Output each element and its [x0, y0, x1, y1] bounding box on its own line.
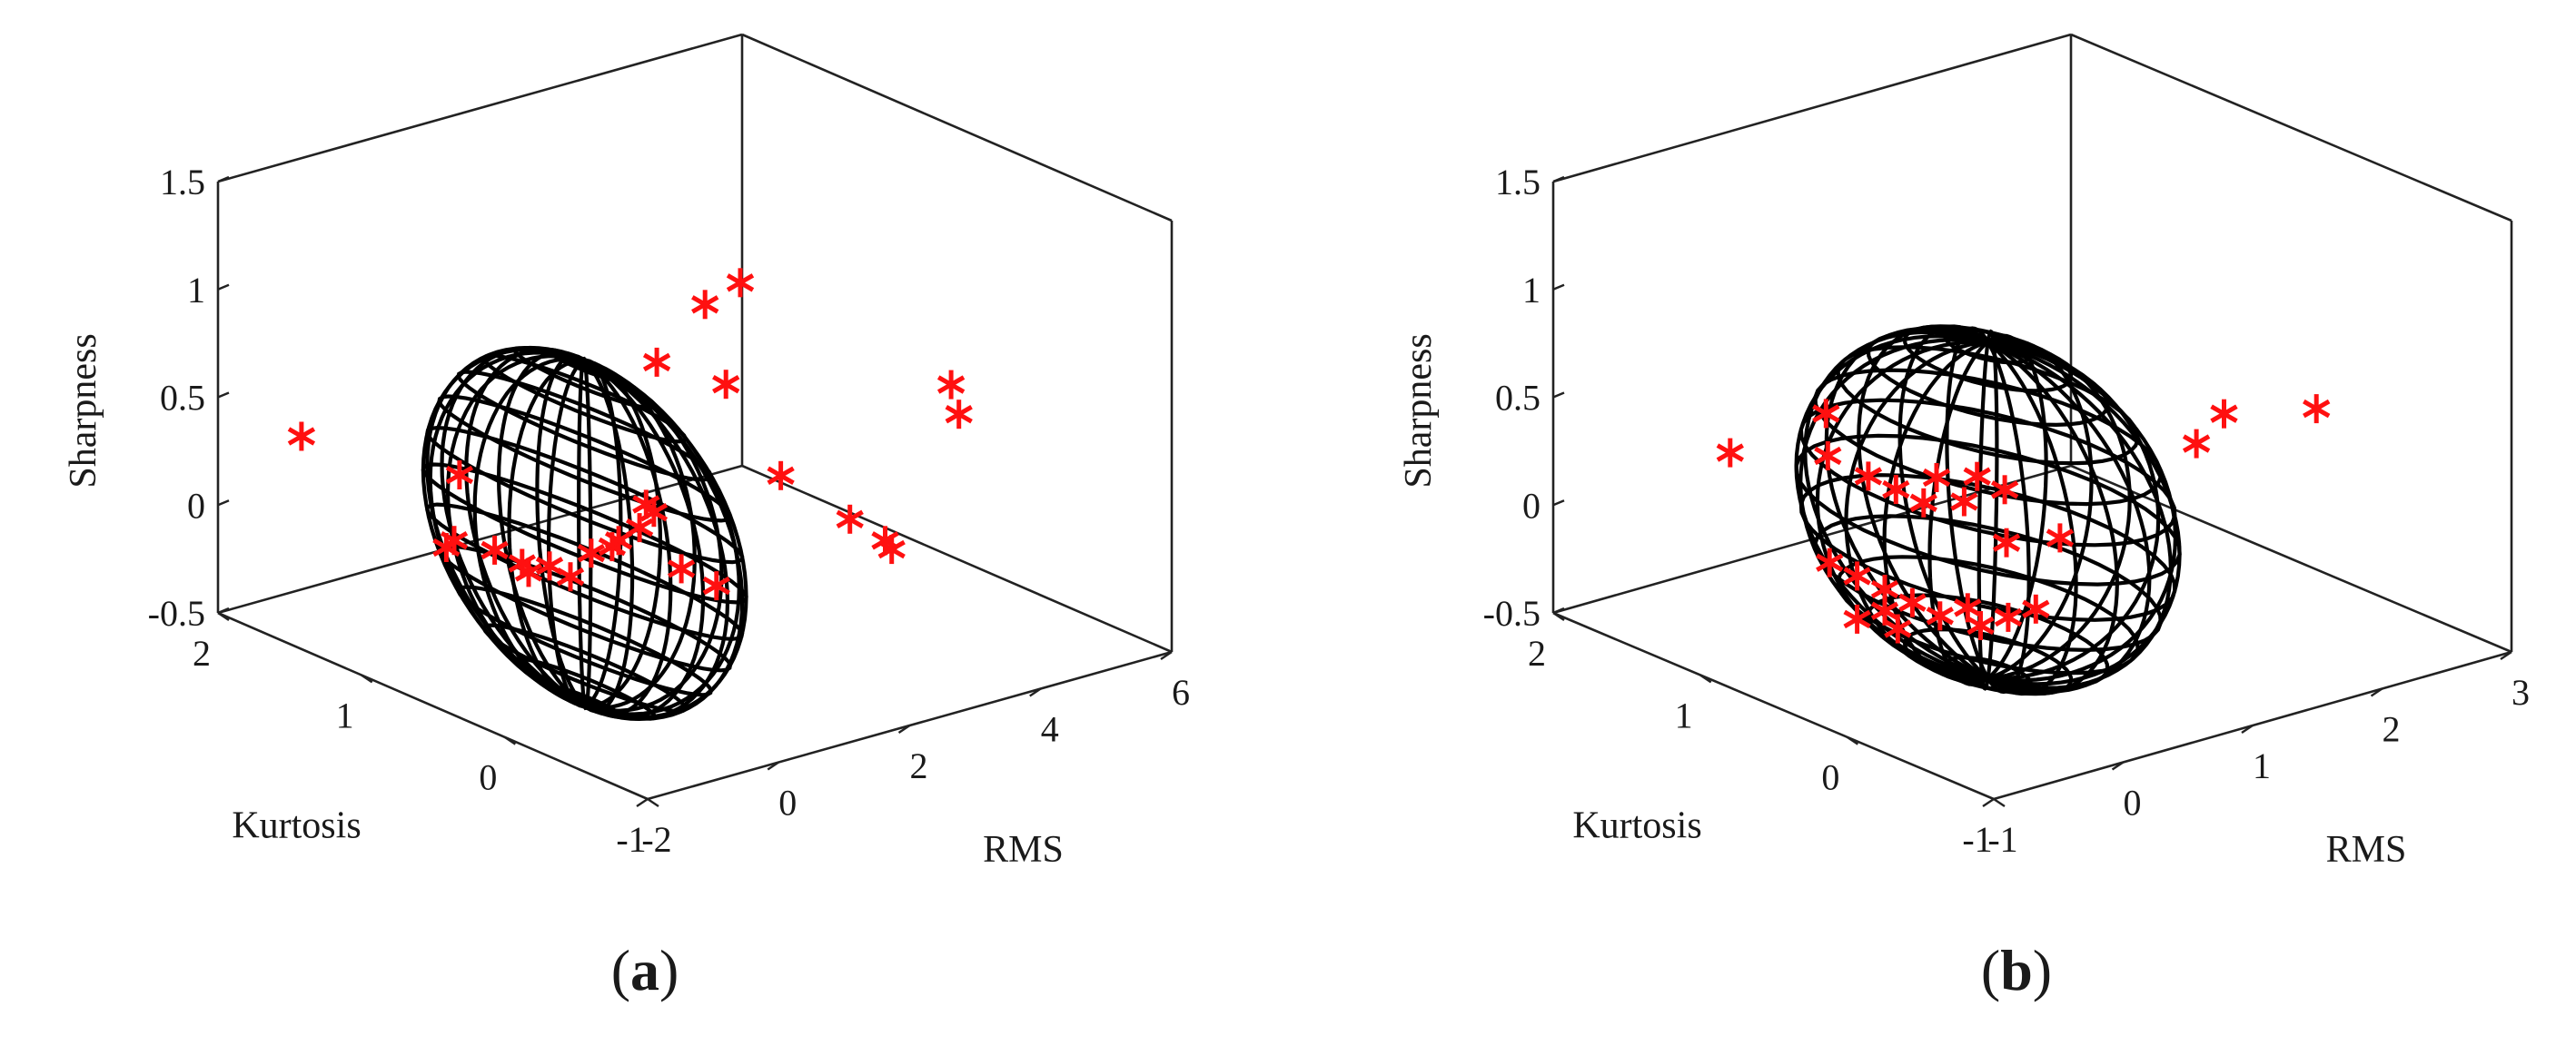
axis-labels: Sharpness Kurtosis RMS [63, 333, 1064, 871]
y-tick-label: -1 [1962, 819, 1992, 860]
y-tick-label: 1 [336, 695, 354, 735]
x-tick-label: -1 [1987, 819, 2017, 860]
x-axis-label: RMS [2326, 829, 2407, 871]
x-tick-label: 2 [2383, 709, 2401, 750]
data-point [712, 370, 740, 400]
z-tick-label: 1.5 [1495, 162, 1541, 202]
data-point [1990, 475, 2019, 505]
y-axis-label: Kurtosis [1572, 805, 1701, 847]
data-point [1814, 441, 1842, 470]
panel-b: -0.5 0 0.5 1 1.5 -1 0 1 2 -1 0 1 2 3 Sharpness Kurtosis… [1398, 33, 2530, 1002]
axis-box [216, 33, 1174, 801]
x-axis-label: RMS [983, 829, 1064, 871]
data-point [1909, 488, 1937, 518]
z-tick-label: 0 [187, 485, 205, 526]
data-point [2210, 399, 2238, 429]
y-axis-label: Kurtosis [232, 805, 361, 847]
data-point [514, 558, 543, 587]
data-point [767, 460, 795, 490]
data-point [2303, 394, 2331, 424]
tick-labels: -0.5 0 0.5 1 1.5 -1 0 1 2 -1 0 1 2 3 [1483, 162, 2530, 860]
x-tick-label: 0 [2124, 783, 2142, 824]
panel-a: -0.5 0 0.5 1 1.5 -1 0 1 2 -2 0 2 4 6 Sharpness Kurtosis… [63, 33, 1190, 1002]
x-tick-label: 4 [1041, 709, 1059, 750]
y-tick-label: 2 [1528, 633, 1546, 674]
y-tick-label: 2 [193, 633, 211, 674]
data-point [702, 571, 730, 601]
ellipsoid-wireframe [421, 345, 748, 722]
panel-label: (a) [611, 938, 679, 1002]
data-point [1967, 611, 1995, 640]
data-point [642, 347, 671, 377]
z-tick-label: 0.5 [1495, 378, 1541, 419]
z-axis-label: Sharpness [1398, 333, 1440, 488]
data-point [604, 526, 633, 556]
z-tick-label: -0.5 [148, 593, 205, 634]
data-point [481, 535, 509, 565]
data-point [1954, 593, 1982, 623]
x-tick-label: 6 [1172, 672, 1190, 713]
data-point [1854, 461, 1883, 491]
data-point [726, 268, 755, 298]
data-point [1950, 487, 1978, 517]
data-point [1716, 438, 1744, 468]
data-point [1992, 528, 2021, 558]
data-point [432, 533, 461, 562]
data-point [556, 562, 585, 592]
data-point [1963, 461, 1991, 491]
z-tick-label: -0.5 [1483, 593, 1541, 634]
z-tick-label: 1 [187, 270, 205, 311]
ellipsoid-wireframe [1794, 324, 2182, 696]
y-tick-label: -1 [616, 819, 646, 860]
data-point [2182, 429, 2211, 459]
y-tick-label: 0 [1821, 757, 1839, 798]
x-tick-label: -2 [641, 819, 671, 860]
data-point [691, 290, 719, 320]
z-tick-label: 0.5 [160, 378, 205, 419]
data-point [1843, 604, 1871, 634]
data-point [1922, 463, 1951, 492]
data-point [1882, 475, 1910, 505]
z-axis-label: Sharpness [63, 333, 104, 488]
x-tick-label: 2 [910, 745, 928, 786]
data-point [639, 498, 669, 528]
data-point [667, 554, 696, 584]
data-point [625, 513, 654, 543]
y-tick-label: 1 [1675, 695, 1693, 735]
x-tick-label: 3 [2512, 672, 2530, 713]
data-point [287, 421, 316, 451]
data-points [287, 268, 973, 601]
data-point [445, 460, 474, 489]
data-point [577, 538, 606, 568]
axis-labels: Sharpness Kurtosis RMS [1398, 333, 2406, 871]
y-tick-label: 0 [479, 757, 497, 798]
data-point [2022, 594, 2050, 624]
data-point [945, 400, 973, 429]
x-tick-label: 1 [2253, 745, 2271, 786]
data-points [1716, 394, 2331, 644]
data-point [836, 504, 864, 534]
x-tick-label: 0 [778, 783, 797, 824]
data-point [1898, 587, 1927, 617]
z-tick-label: 0 [1522, 485, 1541, 526]
panel-label: (b) [1981, 938, 2052, 1002]
data-point [1994, 602, 2023, 632]
data-point [936, 370, 966, 400]
tick-labels: -0.5 0 0.5 1 1.5 -1 0 1 2 -2 0 2 4 6 [148, 162, 1190, 860]
z-tick-label: 1.5 [160, 162, 205, 202]
data-point [2046, 523, 2075, 553]
data-point [1884, 614, 1912, 644]
data-point [1843, 561, 1871, 591]
data-point [1926, 601, 1954, 631]
data-point [1812, 399, 1840, 429]
data-point [877, 535, 906, 565]
data-point [1870, 596, 1899, 626]
data-point [1816, 548, 1844, 577]
z-tick-label: 1 [1522, 270, 1541, 311]
